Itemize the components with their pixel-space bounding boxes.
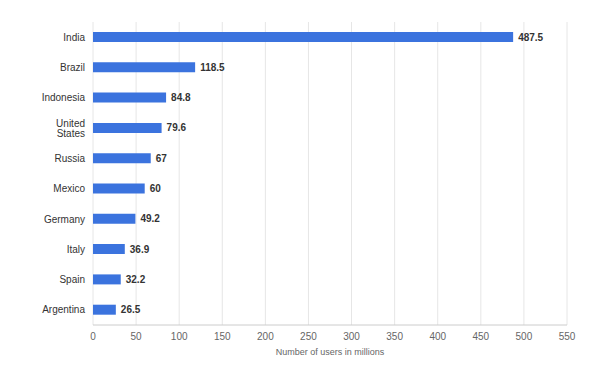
svg-text:Number of users in millions: Number of users in millions [276,347,385,357]
svg-text:300: 300 [343,331,360,342]
svg-text:118.5: 118.5 [200,62,225,73]
svg-text:350: 350 [386,331,403,342]
svg-text:Argentina: Argentina [42,304,85,315]
svg-text:49.2: 49.2 [140,213,160,224]
svg-text:550: 550 [559,331,576,342]
svg-text:500: 500 [516,331,533,342]
svg-text:200: 200 [257,331,274,342]
svg-text:UnitedStates: UnitedStates [56,118,85,139]
svg-text:26.5: 26.5 [121,304,141,315]
svg-text:150: 150 [214,331,231,342]
svg-text:Russia: Russia [54,153,85,164]
svg-text:50: 50 [131,331,143,342]
svg-text:487.5: 487.5 [518,32,543,43]
svg-text:60: 60 [150,183,162,194]
svg-text:0: 0 [90,331,96,342]
svg-text:67: 67 [156,153,168,164]
svg-text:450: 450 [472,331,489,342]
svg-text:Brazil: Brazil [60,62,85,73]
svg-text:84.8: 84.8 [171,92,191,103]
svg-text:Italy: Italy [67,244,85,255]
svg-text:400: 400 [429,331,446,342]
svg-text:100: 100 [171,331,188,342]
svg-text:36.9: 36.9 [130,244,150,255]
svg-text:Germany: Germany [44,214,85,225]
svg-text:Mexico: Mexico [53,183,85,194]
svg-text:250: 250 [300,331,317,342]
svg-text:India: India [63,32,85,43]
svg-text:32.2: 32.2 [126,274,146,285]
svg-text:Indonesia: Indonesia [42,92,86,103]
svg-text:79.6: 79.6 [167,122,187,133]
svg-text:Spain: Spain [59,274,85,285]
